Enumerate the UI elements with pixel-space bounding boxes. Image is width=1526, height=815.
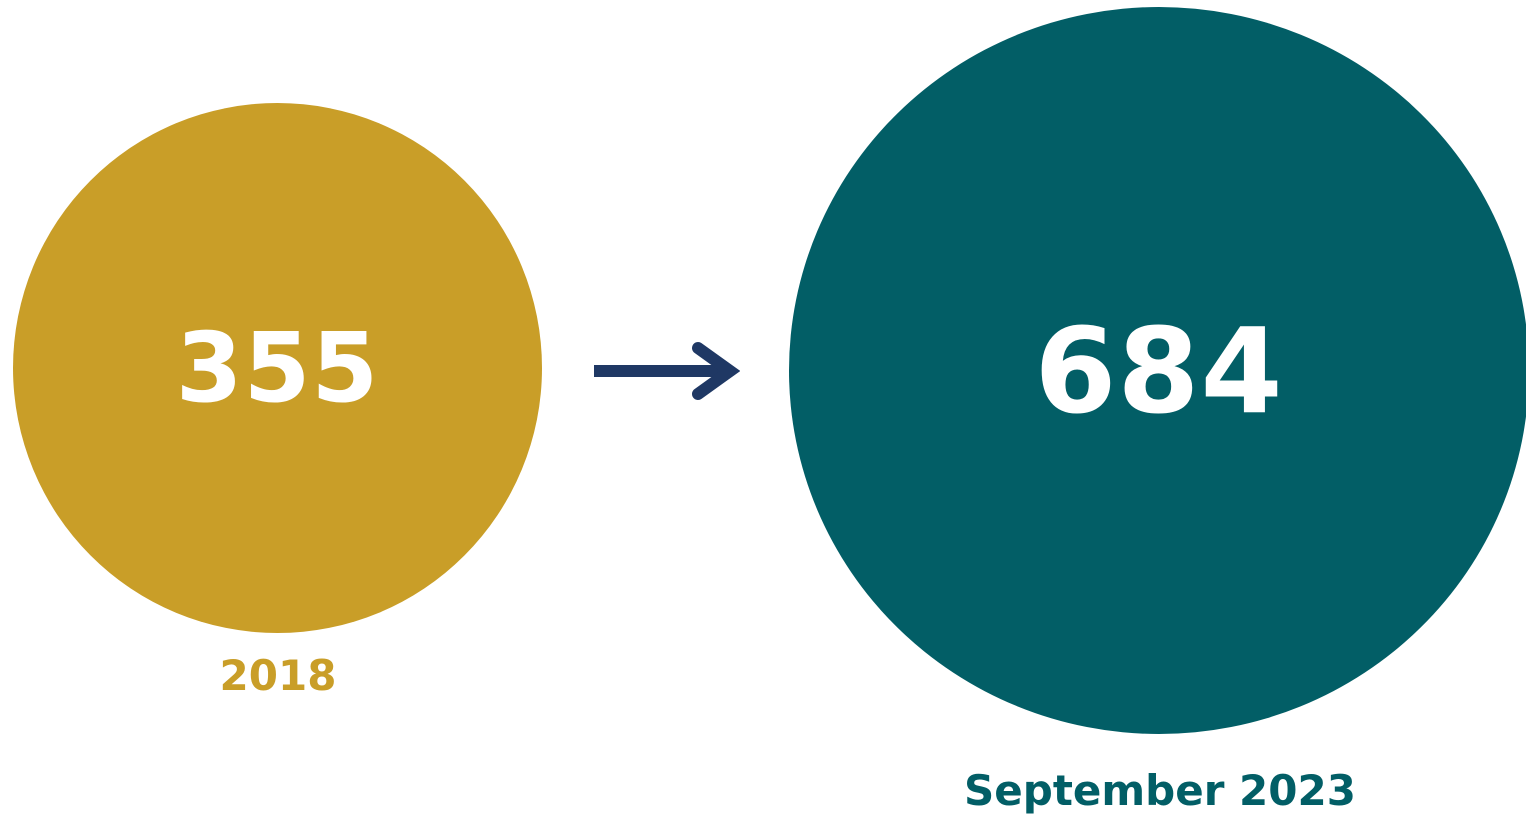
label-2018: 2018 xyxy=(219,651,337,700)
value-2018: 355 xyxy=(175,312,380,424)
arrow-head xyxy=(692,342,740,400)
label-september-2023: September 2023 xyxy=(964,766,1356,815)
value-september-2023: 684 xyxy=(1034,301,1284,440)
arrow-right-icon xyxy=(594,342,740,400)
circle-september-2023: 684 xyxy=(789,7,1526,734)
circle-2018: 355 xyxy=(13,103,542,633)
